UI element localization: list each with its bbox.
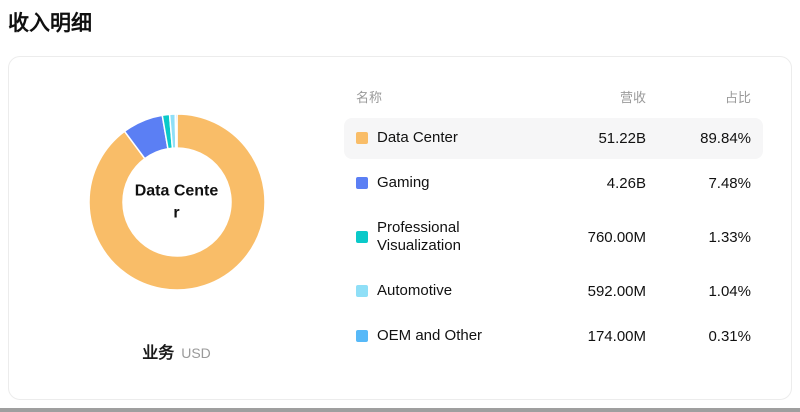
legend-table: 名称 营收 占比 Data Center 51.22B 89.84% Gaming 4.… — [344, 57, 791, 399]
legend-name-cell: Professional Visualization — [356, 219, 521, 257]
legend-header: 名称 营收 占比 — [344, 87, 763, 106]
legend-share: 89.84% — [700, 129, 751, 147]
donut-chart-wrapper: Data Center — [82, 107, 272, 297]
legend-revenue: 592.00M — [587, 282, 646, 300]
donut-center-label: Data Center — [134, 182, 219, 221]
legend-label: OEM and Other — [377, 326, 483, 344]
legend-swatch-icon — [356, 177, 368, 190]
legend-swatch-icon — [356, 285, 368, 298]
page-title: 收入明细 — [8, 12, 92, 35]
col-header-revenue: 营收 — [619, 90, 646, 105]
legend-share: 7.48% — [708, 174, 751, 192]
legend-share: 1.04% — [708, 282, 751, 300]
legend-row-gaming[interactable]: Gaming 4.26B 7.48% — [344, 163, 763, 204]
legend-label: Gaming — [377, 173, 430, 191]
legend-name-cell: Automotive — [356, 282, 521, 301]
donut-segment-oem-and-other[interactable] — [174, 113, 178, 149]
chart-axis-label: 业务 USD — [142, 339, 211, 363]
legend-revenue: 51.22B — [598, 129, 646, 147]
bottom-divider — [0, 408, 800, 412]
legend-table-body: Data Center 51.22B 89.84% Gaming 4.26B 7.48% P… — [344, 118, 763, 357]
chart-column: Data Center 业务 USD — [9, 57, 344, 399]
legend-row-professional-visualization[interactable]: Professional Visualization 760.00M 1.33% — [344, 208, 763, 268]
legend-row-data-center[interactable]: Data Center 51.22B 89.84% — [344, 118, 763, 159]
legend-label: Data Center — [377, 129, 458, 146]
legend-name-cell: Data Center — [356, 129, 521, 148]
legend-revenue: 760.00M — [587, 228, 646, 246]
donut-segment-data-center[interactable] — [87, 113, 266, 291]
donut-chart — [87, 113, 266, 291]
legend-name-cell: Gaming — [356, 174, 521, 193]
legend-label: Professional Visualization — [377, 218, 461, 255]
legend-share: 1.33% — [708, 228, 751, 246]
legend-revenue: 4.26B — [606, 174, 646, 192]
legend-row-automotive[interactable]: Automotive 592.00M 1.04% — [344, 271, 763, 312]
legend-swatch-icon — [356, 132, 368, 145]
legend-share: 0.31% — [708, 327, 751, 345]
legend-swatch-icon — [356, 330, 368, 343]
legend-swatch-icon — [356, 231, 368, 244]
col-header-share: 占比 — [724, 90, 751, 105]
legend-label: Automotive — [377, 282, 453, 299]
legend-name-cell: OEM and Other — [356, 327, 521, 346]
legend-row-oem-and-other[interactable]: OEM and Other 174.00M 0.31% — [344, 316, 763, 357]
legend-revenue: 174.00M — [587, 327, 646, 345]
revenue-breakdown-card: Data Center 业务 USD 名称 营收 占比 Data Center 5… — [8, 56, 792, 400]
col-header-name: 名称 — [356, 90, 383, 105]
axis-unit-text: USD — [181, 345, 211, 361]
axis-label-text: 业务 — [142, 345, 175, 362]
